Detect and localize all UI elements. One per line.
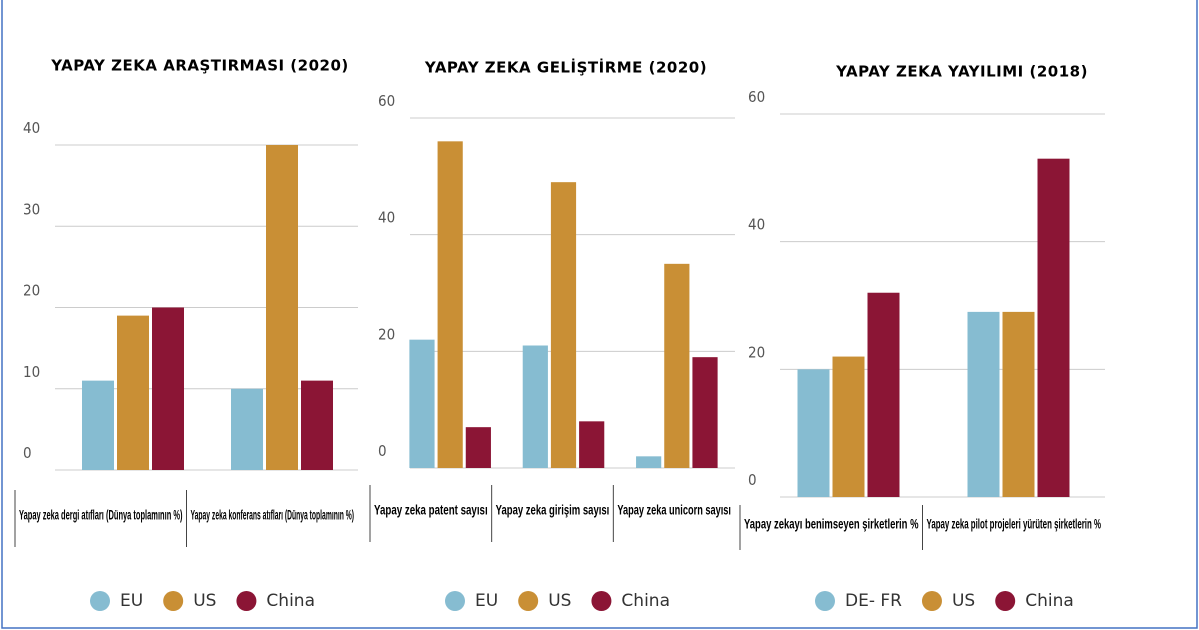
bar bbox=[437, 141, 463, 469]
legend-swatch bbox=[591, 591, 612, 611]
bar bbox=[867, 292, 900, 497]
legend-label: China bbox=[1025, 591, 1074, 611]
bar bbox=[797, 369, 830, 497]
legend-label: DE- FR bbox=[845, 591, 902, 611]
legend-swatch bbox=[445, 591, 465, 611]
legend-swatch bbox=[995, 591, 1016, 611]
y-tick-label: 40 bbox=[748, 216, 765, 234]
chart-title: YAPAY ZEKA ARAŞTIRMASI (2020) bbox=[50, 57, 349, 75]
bar bbox=[1002, 311, 1035, 497]
y-tick-label: 30 bbox=[23, 200, 40, 218]
x-tick-label: Yapay zeka dergi atıfları (Dünya toplamı… bbox=[19, 507, 183, 523]
legend-label: US bbox=[952, 591, 975, 611]
bar bbox=[832, 356, 865, 497]
x-tick-label: Yapay zekayı benimseyen şirketlerin % bbox=[744, 516, 919, 532]
title-box bbox=[396, 50, 736, 84]
bar bbox=[522, 345, 548, 468]
y-tick-label: 0 bbox=[378, 442, 387, 460]
x-tick-label: Yapay zeka girişim sayısı bbox=[496, 502, 610, 518]
x-tick-label: Yapay zeka konferans atıfları (Dünya top… bbox=[191, 507, 355, 523]
bar bbox=[579, 421, 605, 468]
y-tick-label: 20 bbox=[23, 282, 40, 300]
y-tick-label: 20 bbox=[378, 325, 395, 343]
bar bbox=[636, 456, 662, 468]
legend-label: EU bbox=[475, 591, 498, 611]
y-tick-label: 0 bbox=[23, 444, 32, 462]
legend-swatch bbox=[90, 591, 110, 611]
title-box bbox=[30, 48, 370, 82]
legend-swatch bbox=[236, 591, 257, 611]
bar bbox=[301, 380, 333, 470]
bar bbox=[152, 307, 184, 470]
bar bbox=[82, 380, 114, 470]
legend-swatch bbox=[921, 591, 942, 611]
legend-label: US bbox=[193, 591, 216, 611]
y-tick-label: 20 bbox=[748, 343, 765, 361]
bar bbox=[231, 388, 263, 470]
bar bbox=[550, 182, 577, 468]
bar bbox=[967, 311, 1000, 497]
legend-label: China bbox=[621, 591, 670, 611]
chart-title: YAPAY ZEKA GELİŞTİRME (2020) bbox=[424, 58, 707, 77]
legend-label: US bbox=[548, 591, 571, 611]
x-tick-label: Yapay zeka unicorn sayısı bbox=[617, 502, 731, 518]
bar bbox=[664, 263, 690, 468]
y-tick-label: 0 bbox=[748, 471, 757, 489]
legend-swatch bbox=[163, 591, 184, 611]
x-tick-label: Yapay zeka patent sayısı bbox=[374, 502, 488, 518]
title-box bbox=[792, 54, 1132, 88]
legend-label: China bbox=[266, 591, 315, 611]
y-tick-label: 40 bbox=[378, 209, 395, 227]
bar bbox=[409, 339, 435, 468]
legend-swatch bbox=[518, 591, 539, 611]
x-tick-label: Yapay zeka pilot projeleri yürüten şirke… bbox=[927, 516, 1102, 532]
bar bbox=[117, 315, 149, 470]
category-band bbox=[370, 485, 735, 537]
y-tick-label: 60 bbox=[748, 88, 765, 106]
legend-label: EU bbox=[120, 591, 143, 611]
y-tick-label: 10 bbox=[23, 363, 40, 381]
y-tick-label: 60 bbox=[378, 92, 395, 110]
bar bbox=[465, 427, 491, 468]
chart-title: YAPAY ZEKA YAYILIMI (2018) bbox=[835, 63, 1088, 81]
bar bbox=[692, 357, 718, 468]
y-tick-label: 40 bbox=[23, 119, 40, 137]
bar bbox=[266, 145, 298, 470]
bar bbox=[1037, 158, 1070, 497]
legend-swatch bbox=[815, 591, 835, 611]
